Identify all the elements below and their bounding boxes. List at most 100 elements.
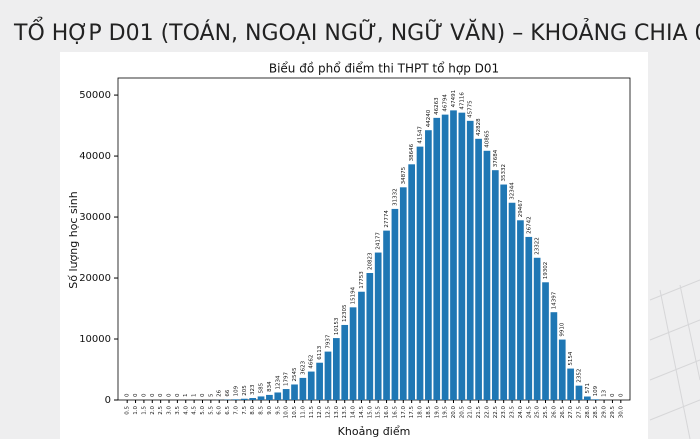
y-tick-label: 0 bbox=[105, 395, 111, 406]
value-label: 66 bbox=[225, 389, 231, 396]
value-label: 6113 bbox=[317, 345, 323, 359]
bar bbox=[483, 150, 491, 400]
x-tick-label: 24.0 bbox=[518, 406, 524, 419]
x-tick-label: 28.5 bbox=[593, 406, 599, 419]
bar bbox=[232, 399, 240, 400]
value-label: 24177 bbox=[376, 232, 382, 250]
bar bbox=[240, 398, 248, 400]
x-tick-label: 20.5 bbox=[459, 406, 465, 419]
value-label: 109 bbox=[593, 385, 599, 396]
value-label: 29467 bbox=[518, 199, 524, 217]
bar bbox=[266, 394, 273, 400]
x-tick-label: 3.5 bbox=[175, 406, 181, 415]
value-label: 834 bbox=[267, 381, 273, 392]
value-label: 47116 bbox=[459, 92, 465, 110]
bar bbox=[257, 396, 265, 400]
y-tick-label: 50000 bbox=[79, 90, 111, 101]
x-tick-label: 1.0 bbox=[133, 406, 139, 415]
value-label: 15194 bbox=[351, 286, 357, 304]
bar bbox=[458, 112, 466, 400]
x-tick-label: 17.5 bbox=[409, 406, 415, 419]
x-tick-label: 20.0 bbox=[451, 406, 457, 419]
value-label: 17753 bbox=[359, 271, 365, 289]
value-label: 5154 bbox=[568, 351, 574, 365]
x-tick-label: 3.0 bbox=[167, 406, 173, 415]
value-label: 0 bbox=[200, 393, 206, 397]
x-tick-label: 22.0 bbox=[484, 406, 490, 419]
value-label: 37684 bbox=[493, 149, 499, 167]
x-tick-label: 15.5 bbox=[376, 406, 382, 419]
bar bbox=[383, 230, 390, 400]
x-tick-label: 7.0 bbox=[233, 406, 239, 415]
value-label: 47491 bbox=[451, 90, 457, 108]
value-label: 42828 bbox=[476, 118, 482, 136]
value-label: 0 bbox=[167, 393, 173, 397]
x-tick-label: 6.5 bbox=[225, 406, 231, 415]
bar bbox=[341, 324, 349, 400]
plot-frame bbox=[117, 77, 631, 401]
y-axis-label: Số lượng học sinh bbox=[67, 191, 80, 288]
bar bbox=[316, 362, 323, 400]
value-label: 109 bbox=[233, 385, 239, 396]
x-tick-label: 11.5 bbox=[309, 406, 315, 419]
x-tick-label: 25.5 bbox=[543, 406, 549, 419]
value-label: 585 bbox=[259, 382, 265, 393]
x-tick-label: 10.0 bbox=[284, 406, 290, 419]
x-tick-label: 21.0 bbox=[468, 406, 474, 419]
x-tick-label: 26.0 bbox=[551, 406, 557, 419]
x-tick-label: 13.5 bbox=[342, 406, 348, 419]
x-tick-label: 1.5 bbox=[141, 406, 147, 415]
x-tick-label: 4.0 bbox=[183, 406, 189, 415]
value-label: 46263 bbox=[434, 97, 440, 115]
y-tick-label: 30000 bbox=[79, 212, 111, 223]
bar bbox=[508, 202, 516, 400]
x-tick-label: 24.5 bbox=[526, 406, 532, 419]
bar bbox=[475, 138, 482, 400]
bar bbox=[491, 170, 499, 400]
bar bbox=[416, 146, 424, 400]
bar bbox=[441, 114, 449, 400]
value-label: 571 bbox=[585, 383, 591, 394]
bar bbox=[291, 384, 298, 400]
bar bbox=[567, 368, 574, 400]
bar bbox=[282, 389, 290, 400]
value-label: 0 bbox=[158, 393, 164, 397]
value-label: 26 bbox=[217, 389, 223, 396]
value-label: 10153 bbox=[334, 317, 340, 335]
x-tick-label: 14.0 bbox=[351, 406, 357, 419]
bar bbox=[525, 236, 533, 400]
value-label: 35332 bbox=[501, 164, 507, 182]
value-label: 38646 bbox=[409, 143, 415, 161]
x-tick-label: 0.5 bbox=[125, 406, 131, 415]
x-tick-label: 16.0 bbox=[384, 406, 390, 419]
bar bbox=[374, 252, 382, 400]
x-tick-label: 15.0 bbox=[367, 406, 373, 419]
x-tick-label: 22.5 bbox=[493, 406, 499, 419]
chart-title: Biểu đồ phổ điểm thi THPT tổ hợp D01 bbox=[269, 62, 499, 76]
value-label: 40865 bbox=[484, 130, 490, 148]
x-tick-label: 7.5 bbox=[242, 406, 248, 415]
bar bbox=[299, 377, 307, 400]
bar bbox=[592, 399, 600, 400]
x-tick-label: 8.5 bbox=[259, 406, 265, 415]
x-tick-label: 8.0 bbox=[250, 406, 256, 415]
value-label: 14397 bbox=[551, 291, 557, 309]
value-label: 0 bbox=[150, 393, 156, 397]
value-label: 5 bbox=[208, 393, 214, 397]
bar bbox=[399, 187, 407, 400]
y-tick-label: 40000 bbox=[79, 151, 111, 162]
value-label: 46794 bbox=[443, 94, 449, 112]
slide-title: TỔ HỢP D01 (TOÁN, NGOẠI NGỮ, NGỮ VĂN) – … bbox=[13, 17, 700, 46]
x-tick-label: 5.0 bbox=[200, 406, 206, 415]
value-label: 9910 bbox=[560, 322, 566, 336]
x-tick-label: 10.5 bbox=[292, 406, 298, 419]
x-tick-label: 21.5 bbox=[476, 406, 482, 419]
decoration bbox=[649, 279, 700, 439]
value-label: 41547 bbox=[418, 126, 424, 144]
x-tick-label: 27.5 bbox=[576, 406, 582, 419]
x-tick-label: 2.5 bbox=[158, 406, 164, 415]
value-label: 0 bbox=[618, 393, 624, 397]
x-tick-label: 29.0 bbox=[602, 406, 608, 419]
x-tick-label: 2.0 bbox=[150, 406, 156, 415]
